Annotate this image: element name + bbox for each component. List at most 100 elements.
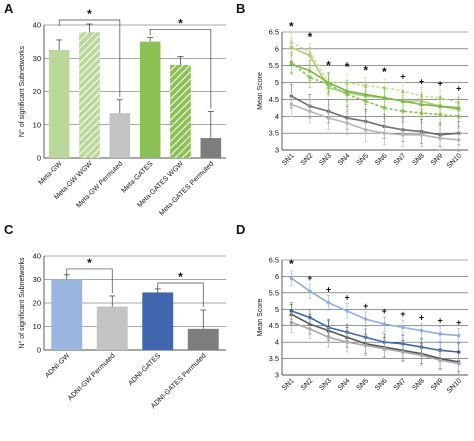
y-tick-label: 6.5 [269, 28, 279, 37]
data-point [363, 317, 368, 321]
y-tick-label: 4 [275, 112, 279, 121]
significance-marker: * [363, 64, 368, 78]
data-point [438, 112, 442, 117]
series-line [291, 321, 459, 365]
data-point [401, 133, 405, 137]
x-tick-label: SN7 [393, 377, 408, 392]
y-tick-label: 0 [37, 346, 41, 355]
significance-marker: + [456, 83, 461, 93]
y-tick-label: 10 [33, 120, 41, 129]
data-point [438, 136, 442, 140]
x-tick-label: SN10 [446, 377, 463, 394]
x-tick-label: SN2 [300, 377, 315, 392]
x-tick-label: SN1 [281, 152, 296, 167]
significance-marker: + [456, 317, 461, 327]
data-point [326, 300, 331, 305]
y-axis-label: N° of significant Subnetworks [18, 257, 26, 349]
series-line [290, 313, 459, 363]
data-point [456, 114, 461, 119]
data-point [382, 346, 387, 351]
data-point [289, 276, 294, 280]
significance-marker: + [419, 312, 424, 322]
significance-marker: * [289, 257, 294, 271]
y-tick-label: 4.5 [269, 321, 279, 330]
chart-a: 0 10 20 30 40 N° of significant Subnetworks Me… [18, 7, 226, 217]
significance-marker: * [345, 60, 350, 74]
x-tick-label: SN6 [374, 377, 389, 392]
data-point [382, 95, 387, 100]
x-tick-label: SN9 [430, 152, 445, 167]
x-tick-label: SN10 [446, 152, 463, 169]
y-tick-label: 3.5 [269, 354, 279, 363]
x-tick-label: Meta-GATES Permuted [158, 160, 215, 217]
x-tick-label: SN1 [281, 377, 296, 392]
data-point [438, 332, 442, 336]
data-point [456, 361, 461, 366]
y-tick-label: 5.5 [269, 288, 279, 297]
y-tick-label: 4.5 [269, 95, 279, 104]
x-tick-label: SN8 [411, 152, 426, 167]
bar-hatch [170, 64, 191, 158]
x-tick-label: SN3 [318, 152, 333, 167]
data-point [382, 322, 387, 326]
data-point [308, 53, 312, 58]
x-tick-label: SN7 [393, 152, 408, 167]
bar [187, 328, 219, 350]
bar [48, 49, 70, 158]
series-line [290, 41, 459, 104]
significance-marker: + [382, 306, 387, 316]
x-tick-label: SN2 [300, 152, 315, 167]
x-tick-label: SN9 [430, 377, 445, 392]
data-point [308, 109, 312, 114]
significance-bracket [149, 28, 212, 109]
significance-marker: * [382, 65, 387, 79]
data-point [345, 92, 349, 97]
panel-letter-b: B [236, 1, 245, 16]
data-point [289, 45, 294, 49]
bar [109, 113, 131, 158]
data-point [308, 327, 312, 331]
data-point [438, 358, 442, 363]
significance-label: * [178, 270, 183, 284]
data-point [456, 138, 461, 142]
y-axis-label: N° of significant Subnetworks [18, 45, 26, 137]
significance-bracket [157, 282, 204, 308]
panel-letter-a: A [4, 1, 14, 16]
y-tick-label: 3 [275, 371, 279, 380]
significance-bracket [58, 19, 121, 97]
data-point [326, 335, 331, 340]
y-tick-label: 6 [275, 272, 279, 281]
x-tick-label: SN3 [318, 377, 333, 392]
x-tick-label: SN4 [337, 152, 352, 167]
bar [139, 41, 161, 158]
series-line [290, 95, 459, 136]
y-tick-label: 5 [275, 305, 279, 314]
x-tick-label: SN5 [356, 152, 371, 167]
data-point [289, 102, 294, 107]
x-tick-label: SN4 [337, 377, 352, 392]
data-point [400, 98, 406, 103]
series-line [291, 310, 459, 353]
significance-marker: + [419, 77, 424, 87]
significance-marker: + [344, 293, 349, 303]
data-point [289, 320, 294, 325]
significance-marker: + [363, 301, 368, 311]
data-point [419, 133, 424, 137]
y-tick-label: 30 [33, 275, 41, 284]
data-point [345, 309, 349, 313]
y-tick-label: 30 [33, 54, 41, 63]
data-point [401, 109, 405, 114]
x-tick-label: Meta-GW [37, 160, 63, 186]
data-point [289, 60, 294, 65]
significance-marker: + [307, 273, 312, 283]
data-point [308, 75, 312, 80]
data-point [419, 328, 424, 333]
y-tick-label: 3.5 [269, 129, 279, 138]
y-tick-label: 5.5 [269, 61, 279, 70]
y-tick-label: 0 [37, 154, 41, 163]
x-tick-label: SN5 [356, 377, 371, 392]
y-tick-label: 20 [33, 299, 41, 308]
significance-bracket [66, 268, 113, 293]
series-line [291, 63, 459, 109]
